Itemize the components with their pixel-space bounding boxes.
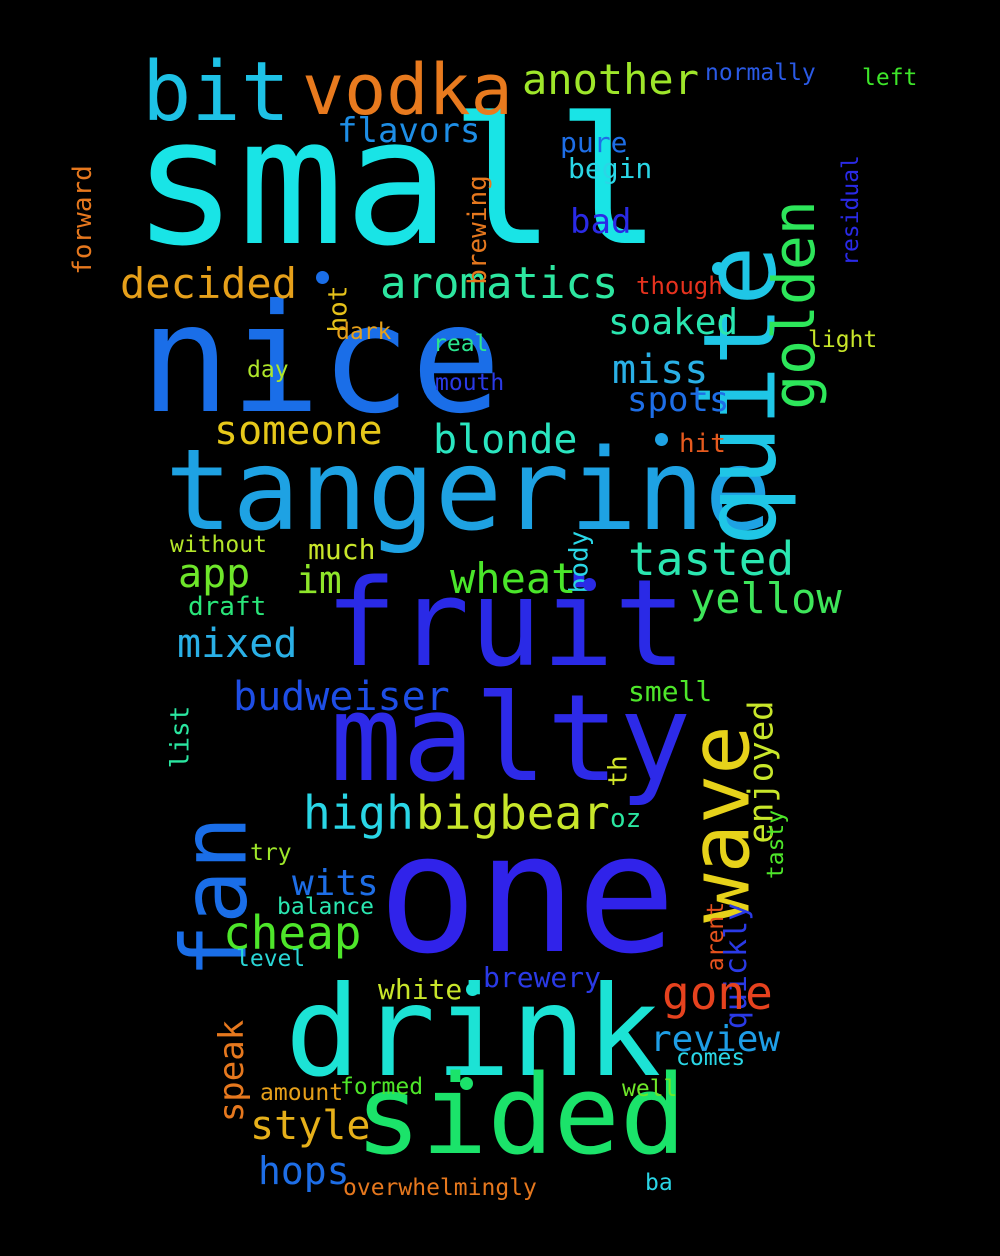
word-normally: normally (705, 60, 816, 86)
word-tasty: tasty (763, 809, 790, 880)
word-forward: forward (67, 165, 98, 275)
word-small: small (132, 80, 662, 285)
word-yellow: yellow (690, 574, 842, 623)
word-tangerine: tangerine (165, 426, 772, 556)
word-without: without (170, 532, 267, 558)
word-hops: hops (258, 1149, 350, 1193)
word-budweiser: budweiser (233, 674, 450, 720)
word-wits: wits (292, 863, 379, 904)
word-mouth: mouth (435, 370, 505, 396)
word-bit: bit (142, 45, 291, 140)
word-left: left (862, 65, 918, 91)
word-bad: bad (570, 202, 632, 242)
word-mixed: mixed (177, 621, 298, 667)
word-style: style (250, 1103, 371, 1149)
dot-4 (466, 983, 479, 996)
word-wheat: wheat (450, 554, 577, 603)
word-one: one (378, 798, 677, 990)
dot-5 (460, 1077, 473, 1090)
word-overwhelmingly: overwhelmingly (343, 1175, 537, 1201)
word-day: day (247, 357, 289, 383)
word-brewery: brewery (483, 961, 602, 994)
word-im: im (296, 558, 342, 602)
word-though: though (636, 272, 723, 300)
word-blonde: blonde (433, 417, 578, 463)
word-much: much (308, 533, 376, 566)
word-list: list (164, 705, 195, 768)
word-real: real (433, 331, 489, 357)
word-pure: pure (560, 126, 628, 159)
word-ba: ba (645, 1170, 673, 1196)
word-hit: hit (679, 429, 726, 459)
word-amount: amount (260, 1080, 344, 1106)
dot-0 (316, 271, 329, 284)
word-decided: decided (120, 259, 298, 308)
word-dark: dark (336, 319, 392, 345)
word-cheap: cheap (223, 906, 362, 960)
word-begin: begin (568, 152, 653, 185)
dot-2 (655, 433, 668, 446)
word-high: high (303, 786, 414, 840)
word-vodka: vodka (302, 49, 513, 131)
word-oz: oz (610, 804, 642, 834)
word-th: th (603, 754, 634, 787)
word-fruit: fruit (325, 555, 687, 694)
word-soaked: soaked (608, 302, 739, 343)
dot-3 (583, 578, 596, 591)
word-golden: golden (759, 200, 828, 410)
word-aromatics: aromatics (380, 258, 619, 309)
word-arent: arent (703, 901, 730, 972)
word-formed: formed (340, 1074, 424, 1100)
word-smell: smell (628, 675, 713, 708)
word-brewing: brewing (462, 175, 493, 285)
word-try: try (250, 840, 292, 866)
word-gone: gone (662, 966, 773, 1020)
word-nice: nice (140, 273, 502, 447)
word-sided: sided (355, 1051, 687, 1179)
word-speak: speak (212, 1019, 253, 1123)
word-someone: someone (214, 408, 383, 454)
word-malty: malty (330, 670, 692, 809)
word-well: well (622, 1076, 678, 1102)
word-miss: miss (612, 347, 709, 393)
word-app: app (178, 551, 251, 597)
word-spots: spots (627, 380, 730, 420)
word-bigbear: bigbear (416, 786, 610, 840)
word-light: light (808, 327, 878, 353)
word-another: another (522, 55, 700, 104)
word-level: level (236, 946, 306, 972)
word-white: white (378, 973, 463, 1006)
word-draft: draft (188, 592, 267, 622)
word-residual: residual (837, 155, 864, 266)
dot-1 (712, 262, 725, 275)
word-tasted: tasted (628, 532, 795, 586)
word-comes: comes (676, 1045, 746, 1071)
word-review: review (650, 1019, 781, 1060)
word-flavors: flavors (337, 111, 481, 151)
word-balance: balance (277, 894, 374, 920)
